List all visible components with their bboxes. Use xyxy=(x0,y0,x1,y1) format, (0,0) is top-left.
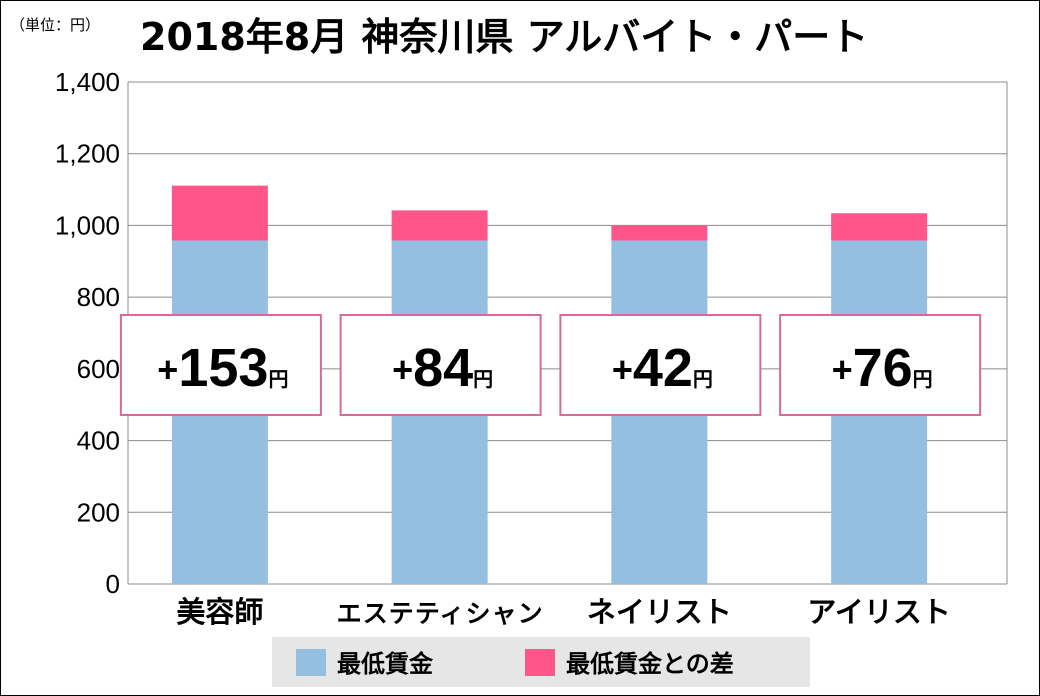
diff-value: 84 xyxy=(413,338,473,398)
diff-value: 42 xyxy=(633,338,693,398)
y-tick-label: 0 xyxy=(106,569,120,599)
diff-label: +84円 xyxy=(392,338,493,398)
diff-value: 76 xyxy=(853,338,913,398)
bar-wage-diff xyxy=(831,213,928,241)
bar-wage-diff xyxy=(171,185,268,241)
diff-unit: 円 xyxy=(693,367,713,391)
x-category-label: アイリスト xyxy=(807,595,951,629)
diff-annotation: +84円 xyxy=(339,314,542,416)
legend-swatch xyxy=(296,649,326,676)
diff-box xyxy=(339,314,542,416)
unit-label: （単位：円） xyxy=(10,16,101,34)
bar-wage-diff xyxy=(391,210,488,241)
diff-plus-sign: + xyxy=(612,349,633,390)
diff-plus-sign: + xyxy=(392,349,413,390)
diff-label: +76円 xyxy=(832,338,933,398)
diff-annotation: +76円 xyxy=(779,314,982,416)
diff-unit: 円 xyxy=(913,367,933,391)
chart-title: 2018年8月 神奈川県 アルバイト・パート xyxy=(140,15,869,59)
legend-label: 最低賃金 xyxy=(337,650,434,678)
legend-label: 最低賃金との差 xyxy=(566,650,734,678)
diff-box xyxy=(779,314,982,416)
diff-unit: 円 xyxy=(268,367,288,391)
bar-wage-diff xyxy=(611,225,708,241)
y-tick-label: 200 xyxy=(77,497,120,527)
diff-plus-sign: + xyxy=(157,349,178,390)
diff-value: 153 xyxy=(178,338,268,398)
legend-item: 最低賃金との差 xyxy=(525,649,734,678)
diff-label: +153円 xyxy=(157,338,288,398)
y-tick-label: 400 xyxy=(77,426,120,456)
y-tick-label: 600 xyxy=(77,354,120,384)
y-tick-label: 1,000 xyxy=(55,210,120,240)
diff-label: +42円 xyxy=(612,338,713,398)
diff-box xyxy=(119,314,322,416)
x-category-label: ネイリスト xyxy=(587,595,732,629)
legend-item: 最低賃金 xyxy=(296,649,434,678)
y-tick-label: 1,200 xyxy=(55,139,120,169)
diff-annotation: +42円 xyxy=(559,314,762,416)
x-category-label: エステティシャン xyxy=(337,599,543,628)
y-tick-label: 800 xyxy=(77,282,120,312)
diff-box xyxy=(559,314,762,416)
y-tick-label: 1,400 xyxy=(55,67,120,97)
diff-annotation: +153円 xyxy=(119,314,322,416)
diff-plus-sign: + xyxy=(832,349,853,390)
diff-unit: 円 xyxy=(473,367,493,391)
legend-swatch xyxy=(525,649,555,676)
x-category-label: 美容師 xyxy=(176,595,263,629)
